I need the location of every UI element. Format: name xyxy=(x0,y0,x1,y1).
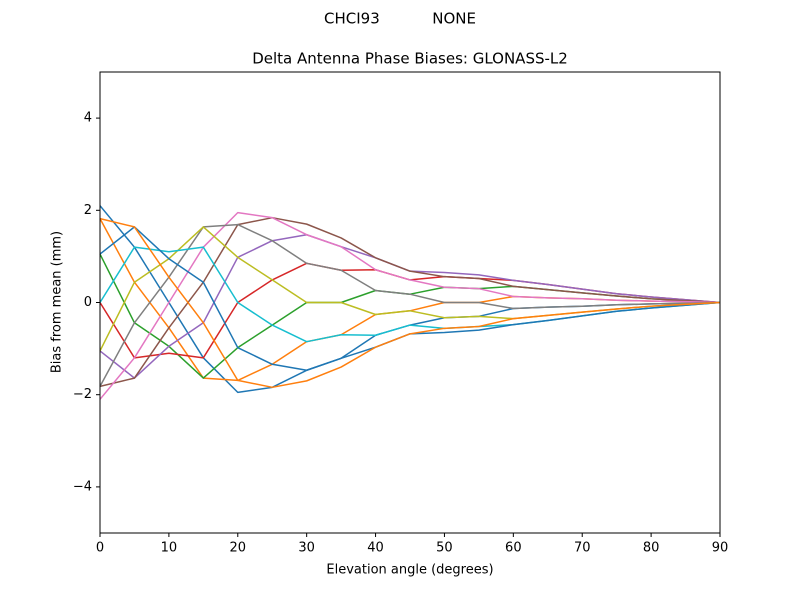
series-line xyxy=(99,217,721,389)
x-tick-label: 50 xyxy=(436,541,453,556)
y-tick-label: 0 xyxy=(84,295,92,310)
plot-area xyxy=(99,205,721,400)
y-axis-label: Bias from mean (mm) xyxy=(50,231,65,373)
y-tick-label: 2 xyxy=(84,203,92,218)
x-tick-label: 80 xyxy=(643,541,660,556)
x-tick-label: 0 xyxy=(96,541,104,556)
x-tick-label: 40 xyxy=(367,541,384,556)
x-axis-label: Elevation angle (degrees) xyxy=(326,563,493,578)
y-tick-label: −2 xyxy=(73,387,92,402)
x-tick-label: 60 xyxy=(505,541,522,556)
y-tick-label: −4 xyxy=(73,479,92,494)
x-tick-label: 30 xyxy=(298,541,315,556)
x-tick-label: 10 xyxy=(161,541,178,556)
x-tick-label: 20 xyxy=(230,541,247,556)
y-tick-label: 4 xyxy=(84,111,92,126)
x-tick-label: 90 xyxy=(712,541,729,556)
suptitle: CHCI93 NONE xyxy=(324,10,476,28)
x-tick-label: 70 xyxy=(574,541,591,556)
chart-title: Delta Antenna Phase Biases: GLONASS-L2 xyxy=(252,50,568,68)
